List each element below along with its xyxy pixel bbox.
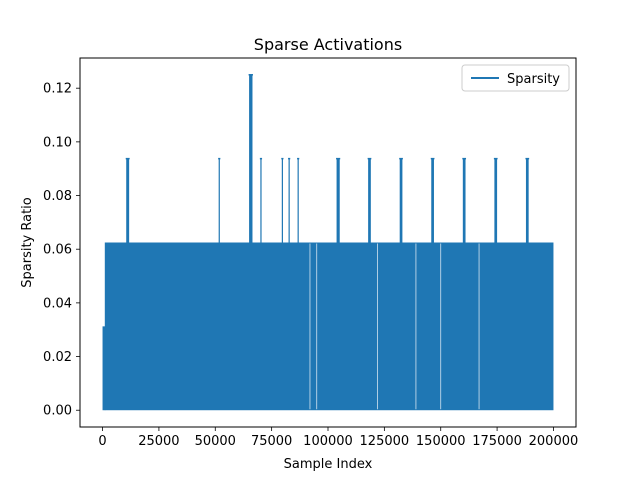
- y-tick-label: 0.08: [43, 189, 72, 204]
- legend-box: [461, 64, 570, 92]
- series-spike: [336, 158, 340, 243]
- y-tick-label: 0.00: [43, 404, 72, 419]
- x-tick-label: 125000: [360, 434, 410, 449]
- series-spike: [368, 158, 371, 243]
- y-tick-label: 0.04: [43, 296, 72, 311]
- x-tick-label: 50000: [195, 434, 236, 449]
- y-tick-label: 0.06: [43, 243, 72, 258]
- x-tick-label: 100000: [303, 434, 353, 449]
- series-spike: [288, 158, 290, 243]
- y-axis-label: Sparsity Ratio: [20, 197, 35, 288]
- series-spike: [297, 158, 299, 243]
- x-tick-label: 75000: [251, 434, 292, 449]
- series-dense-band: [104, 242, 554, 411]
- x-axis-label: Sample Index: [284, 457, 373, 472]
- legend: Sparsity: [461, 64, 570, 92]
- series-spike: [431, 158, 434, 243]
- x-tick-label: 0: [98, 434, 106, 449]
- series-spike: [249, 74, 253, 243]
- series-spike: [462, 158, 466, 243]
- series-spike: [399, 158, 403, 243]
- x-tick-label: 150000: [416, 434, 466, 449]
- x-axis: 0 25000 50000 75000 100000 125000 150000 175000…: [98, 427, 578, 449]
- y-tick-label: 0.12: [43, 82, 72, 97]
- series-spike: [218, 158, 220, 243]
- y-tick-label: 0.10: [43, 135, 72, 150]
- x-tick-label: 200000: [529, 434, 579, 449]
- series-spike: [126, 158, 130, 243]
- series-sparsity: [102, 74, 554, 411]
- plot-area: [102, 74, 554, 411]
- series-spike: [525, 158, 529, 243]
- y-tick-label: 0.02: [43, 350, 72, 365]
- x-tick-label: 25000: [138, 434, 179, 449]
- chart-title: Sparse Activations: [254, 35, 402, 54]
- series-spike: [281, 158, 283, 243]
- legend-label-sparsity: Sparsity: [507, 72, 560, 87]
- y-axis: 0.00 0.02 0.04 0.06 0.08 0.10 0.12: [43, 82, 80, 419]
- series-early-segment: [102, 326, 106, 411]
- x-tick-label: 175000: [472, 434, 522, 449]
- series-spike: [494, 158, 498, 243]
- series-spike: [260, 158, 262, 243]
